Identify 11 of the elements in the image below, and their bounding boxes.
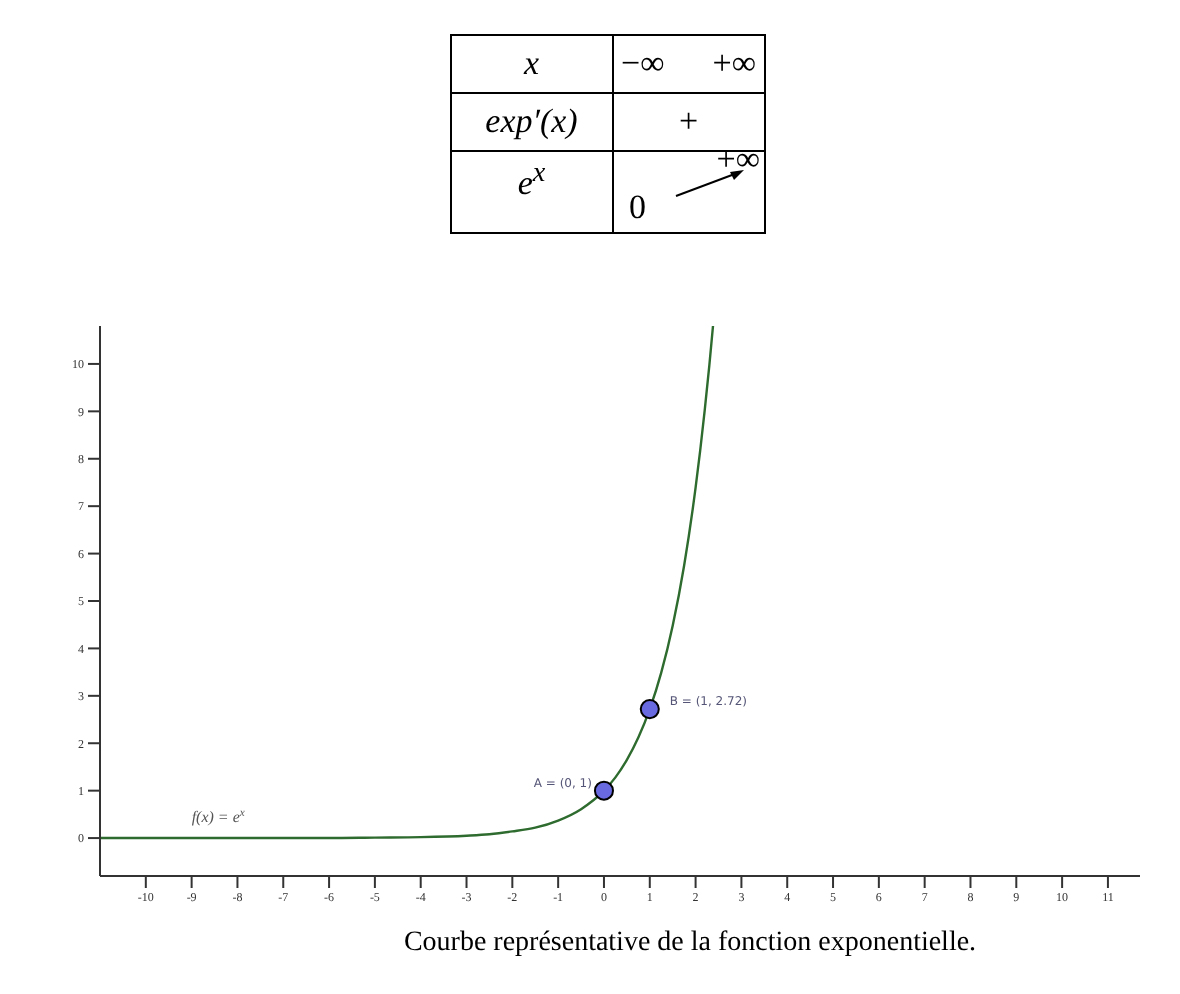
text: Courbe représentative de la fonction exponentielle. [401, 928, 979, 960]
series-label: f(x) = e$^{x}$ [191, 808, 246, 827]
text: −∞ [621, 44, 665, 84]
text: + [678, 102, 699, 140]
text: +∞ [716, 140, 760, 178]
text: x [523, 44, 540, 82]
line-series [100, 326, 715, 840]
text: 0 [629, 188, 646, 226]
text: +∞ [712, 44, 756, 84]
text: exp′(x) [485, 102, 578, 140]
text: e$^{x}$ [517, 156, 546, 202]
